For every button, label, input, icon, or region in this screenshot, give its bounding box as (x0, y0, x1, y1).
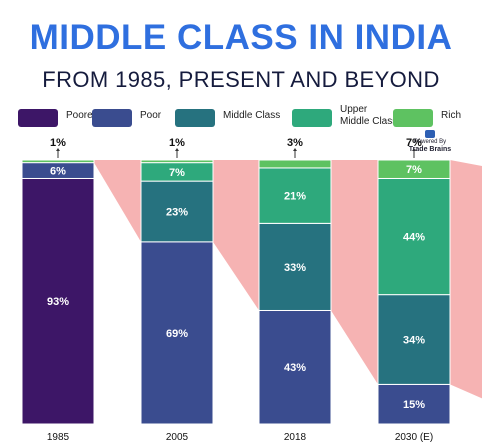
watermark-line2: Trade Brains (408, 146, 452, 153)
legend-swatch (92, 109, 132, 127)
trade-brains-logo-icon (425, 130, 435, 138)
chart-title: MIDDLE CLASS IN INDIA (29, 18, 453, 57)
callout-arrow (293, 148, 297, 151)
legend-swatch (18, 109, 58, 127)
legend-swatch (175, 109, 215, 127)
connector-band (331, 160, 378, 385)
data-label: 93% (47, 296, 69, 308)
bar-segment (258, 159, 332, 169)
chart-subtitle: FROM 1985, PRESENT AND BEYOND (42, 67, 440, 92)
data-label: 43% (284, 362, 306, 374)
bar-segment (140, 241, 214, 425)
bar-segment (258, 309, 332, 425)
data-label: 23% (166, 206, 188, 218)
callout-label: 7% (406, 137, 422, 149)
x-tick-label: 2018 (284, 432, 307, 443)
data-label: 33% (284, 262, 306, 274)
legend-swatch (292, 109, 332, 127)
callout-label: 1% (169, 137, 185, 149)
bar-segment (258, 222, 332, 311)
legend-label: Middle Class (223, 110, 281, 121)
data-label: 44% (403, 232, 425, 244)
callout-arrow (175, 148, 179, 151)
legend-label: Poorest (66, 110, 101, 121)
legend-label: Rich (441, 110, 462, 121)
callout-arrow (412, 148, 416, 151)
bar-segment (21, 159, 95, 164)
data-label: 7% (169, 167, 185, 179)
x-tick-label: 2030 (E) (395, 432, 433, 443)
callout-label: 3% (287, 137, 303, 149)
legend-label: Upper Middle Class (340, 104, 398, 127)
callout-arrow (56, 148, 60, 151)
watermark-line1: Powered By (413, 139, 447, 145)
data-label: 7% (406, 164, 422, 176)
data-label: 34% (403, 335, 425, 347)
bar-segment (377, 159, 451, 179)
bar-segment (377, 177, 451, 296)
bar-segment (140, 180, 214, 243)
x-tick-label: 2005 (166, 432, 189, 443)
data-label: 6% (50, 166, 66, 178)
connector-band (94, 160, 141, 242)
legend-label: Poor (140, 110, 162, 121)
bar-segment (258, 167, 332, 224)
bar-segment (21, 177, 95, 425)
bar-segment (140, 159, 214, 164)
callout-label: 1% (50, 137, 66, 149)
bar-segment (377, 383, 451, 425)
connector-band (450, 160, 482, 399)
legend-swatch (393, 109, 433, 127)
connector-band (213, 160, 259, 311)
bar-segment (377, 294, 451, 385)
data-label: 69% (166, 328, 188, 340)
x-tick-label: 1985 (47, 432, 70, 443)
data-label: 21% (284, 191, 306, 203)
watermark: Powered By Trade Brains (402, 130, 458, 153)
data-label: 15% (403, 399, 425, 411)
